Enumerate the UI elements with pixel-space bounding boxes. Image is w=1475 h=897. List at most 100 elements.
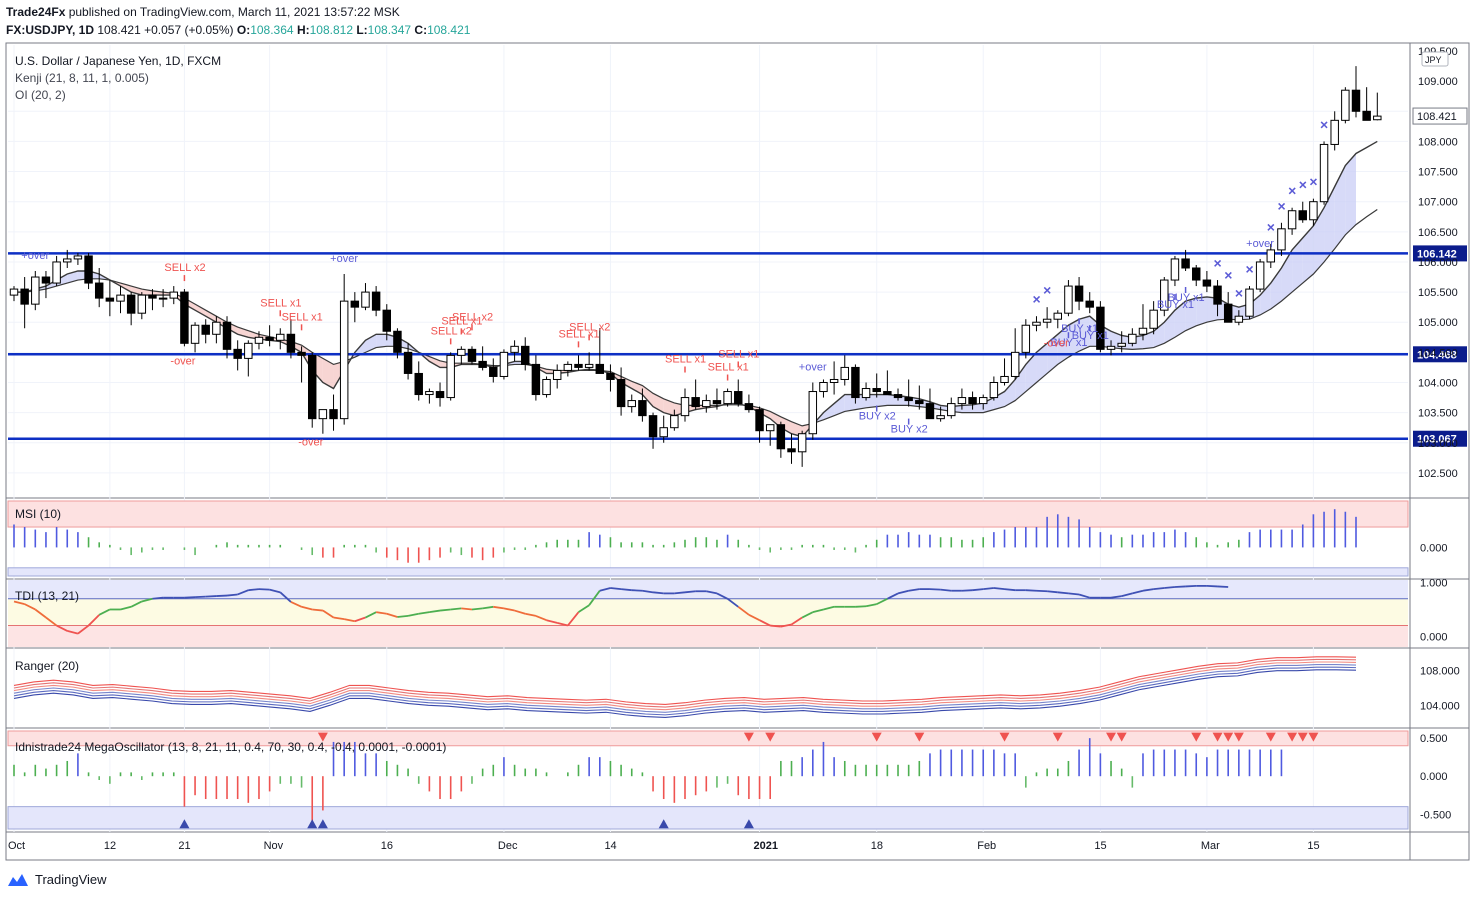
candle[interactable] xyxy=(1149,301,1158,335)
candle[interactable] xyxy=(1373,92,1382,121)
candle[interactable] xyxy=(531,355,541,401)
candle[interactable] xyxy=(31,271,40,311)
candle[interactable] xyxy=(457,346,466,365)
candle[interactable] xyxy=(403,343,413,380)
candle[interactable] xyxy=(595,328,605,374)
candle[interactable] xyxy=(265,325,274,347)
candle[interactable] xyxy=(1064,280,1073,317)
candle[interactable] xyxy=(1106,340,1116,356)
candle[interactable] xyxy=(702,394,711,413)
candle[interactable] xyxy=(94,267,104,308)
price-axis[interactable]: 102.500 103.000 103.500 104.000 104.500 105.0… xyxy=(1412,46,1468,480)
candle[interactable] xyxy=(41,271,51,299)
candle[interactable] xyxy=(1287,207,1297,235)
candle[interactable] xyxy=(1021,319,1031,359)
candle[interactable] xyxy=(148,289,157,311)
candle[interactable] xyxy=(1085,292,1094,314)
candle[interactable] xyxy=(968,391,977,410)
candle[interactable] xyxy=(446,352,455,401)
candle[interactable] xyxy=(1255,258,1265,293)
candle[interactable] xyxy=(414,361,423,401)
candle[interactable] xyxy=(137,292,147,320)
tdi-pane[interactable]: 1.000 0.000 xyxy=(8,578,1448,647)
candle[interactable] xyxy=(521,337,530,371)
candle[interactable] xyxy=(712,388,722,410)
candle[interactable] xyxy=(1330,111,1339,151)
candle[interactable] xyxy=(339,274,349,425)
tradingview-logo[interactable]: TradingView xyxy=(8,872,107,887)
time-axis[interactable]: Oct 12 21 Nov 16 Dec 14 2021 18 Feb 15 Mar 15 xyxy=(8,840,1320,852)
candle[interactable] xyxy=(989,376,999,401)
candle[interactable] xyxy=(765,424,775,446)
candle[interactable] xyxy=(1351,66,1361,118)
candle[interactable] xyxy=(1170,255,1180,287)
candle[interactable] xyxy=(797,430,807,467)
candle[interactable] xyxy=(1266,243,1276,268)
candle[interactable] xyxy=(584,352,594,371)
candle[interactable] xyxy=(350,292,360,323)
candle[interactable] xyxy=(126,292,136,326)
candle[interactable] xyxy=(552,364,562,389)
candle[interactable] xyxy=(233,340,242,371)
candle[interactable] xyxy=(20,277,29,329)
candle[interactable] xyxy=(371,286,381,317)
candle[interactable] xyxy=(361,283,370,311)
candle[interactable] xyxy=(648,412,658,449)
candle[interactable] xyxy=(52,255,61,287)
candle[interactable] xyxy=(893,388,903,401)
candle[interactable] xyxy=(659,415,668,443)
candle[interactable] xyxy=(286,319,296,359)
candle[interactable] xyxy=(1160,277,1169,317)
candle[interactable] xyxy=(734,379,743,407)
candle[interactable] xyxy=(861,382,871,401)
candle[interactable] xyxy=(1074,277,1084,311)
candle[interactable] xyxy=(904,379,913,407)
candle[interactable] xyxy=(691,379,700,410)
candle[interactable] xyxy=(1138,304,1148,341)
candle[interactable] xyxy=(680,388,690,422)
candle[interactable] xyxy=(318,409,328,434)
candle[interactable] xyxy=(1032,316,1041,332)
candle[interactable] xyxy=(563,361,573,377)
candle[interactable] xyxy=(180,289,189,347)
candle[interactable] xyxy=(1181,249,1190,271)
candle[interactable] xyxy=(425,388,434,404)
msi-pane[interactable]: 0.000 xyxy=(7,500,1448,577)
megaoscillator-pane[interactable]: 0.500 0.000 -0.500 xyxy=(7,730,1451,830)
candle[interactable] xyxy=(435,382,445,407)
candle[interactable] xyxy=(84,252,93,290)
candle[interactable] xyxy=(776,421,786,458)
ranger-pane[interactable]: 108.000 104.000 xyxy=(13,656,1460,719)
candle[interactable] xyxy=(829,361,839,395)
candle[interactable] xyxy=(105,280,115,317)
candle[interactable] xyxy=(638,388,647,422)
candle[interactable] xyxy=(158,289,168,308)
candle[interactable] xyxy=(1202,271,1212,293)
candle[interactable] xyxy=(1277,222,1286,256)
candle[interactable] xyxy=(1053,310,1063,329)
candle[interactable] xyxy=(872,373,881,398)
candle[interactable] xyxy=(499,349,509,380)
candle[interactable] xyxy=(222,316,232,359)
candle[interactable] xyxy=(190,322,200,353)
candle[interactable] xyxy=(883,370,892,396)
candle[interactable] xyxy=(1010,328,1020,380)
candle[interactable] xyxy=(1319,141,1329,205)
candle[interactable] xyxy=(276,328,285,350)
candle[interactable] xyxy=(1245,286,1254,320)
candle[interactable] xyxy=(616,367,626,416)
candle[interactable] xyxy=(574,355,583,371)
candle[interactable] xyxy=(851,364,860,404)
candle[interactable] xyxy=(957,388,967,410)
candle[interactable] xyxy=(9,286,19,302)
candle[interactable] xyxy=(606,364,615,392)
candle[interactable] xyxy=(307,352,317,428)
candle[interactable] xyxy=(478,346,487,371)
candle[interactable] xyxy=(1309,198,1318,226)
candle[interactable] xyxy=(201,319,210,344)
candle[interactable] xyxy=(808,382,818,440)
candle[interactable] xyxy=(670,409,679,431)
candle[interactable] xyxy=(1096,301,1105,353)
candle[interactable] xyxy=(254,331,264,350)
